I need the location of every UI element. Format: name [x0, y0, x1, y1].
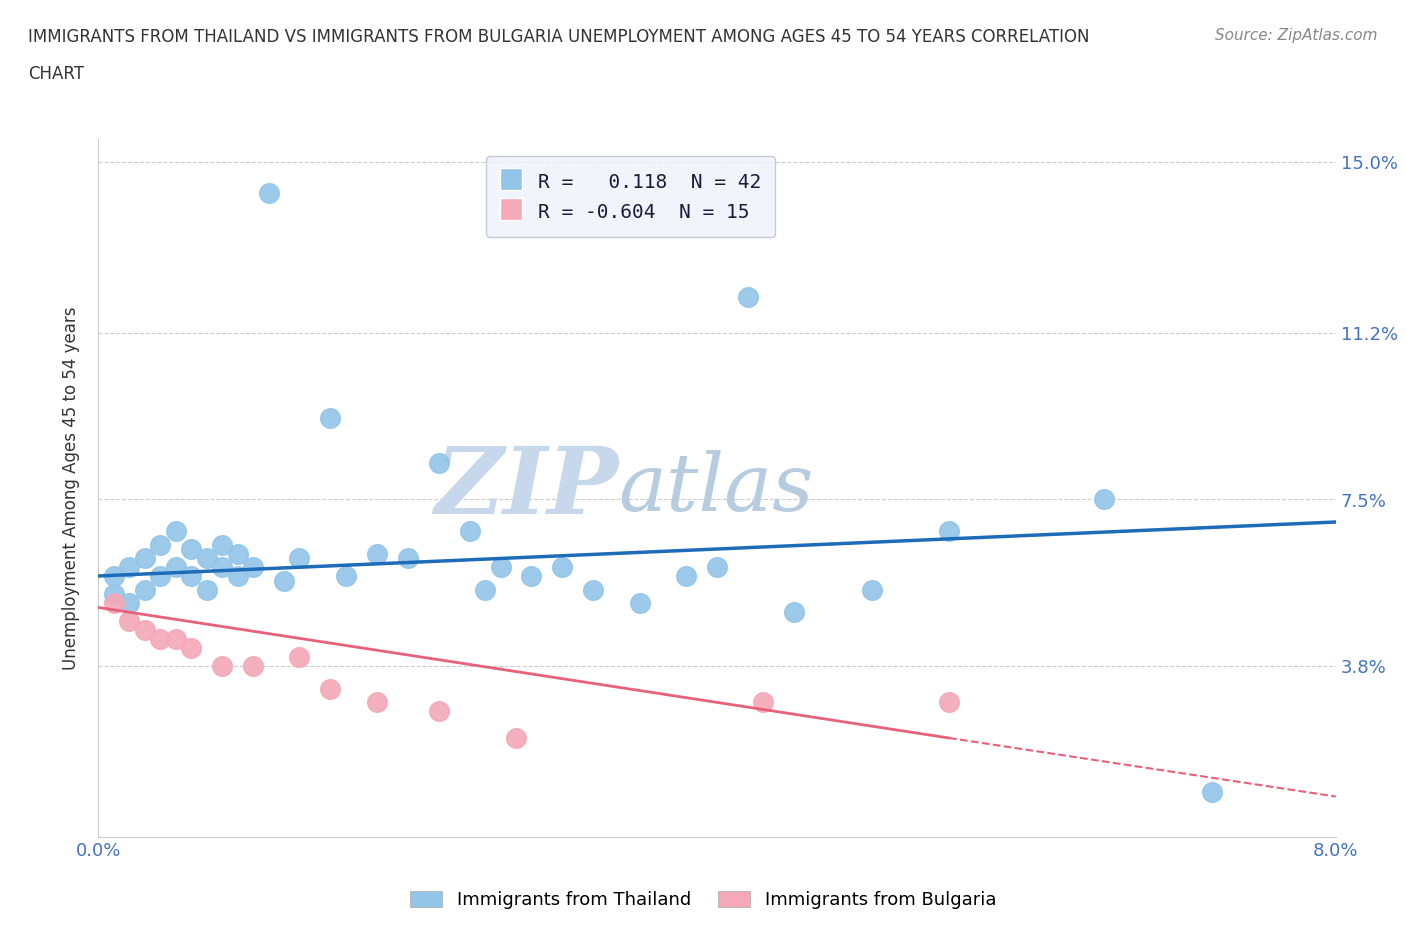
Point	[195, 582, 218, 597]
Point	[211, 658, 233, 673]
Point	[195, 551, 218, 565]
Point	[103, 587, 125, 602]
Point	[582, 582, 605, 597]
Point	[165, 631, 187, 646]
Text: atlas: atlas	[619, 449, 814, 527]
Point	[706, 560, 728, 575]
Point	[396, 551, 419, 565]
Text: IMMIGRANTS FROM THAILAND VS IMMIGRANTS FROM BULGARIA UNEMPLOYMENT AMONG AGES 45 : IMMIGRANTS FROM THAILAND VS IMMIGRANTS F…	[28, 28, 1090, 46]
Point	[103, 595, 125, 610]
Point	[134, 622, 156, 637]
Point	[134, 551, 156, 565]
Text: Source: ZipAtlas.com: Source: ZipAtlas.com	[1215, 28, 1378, 43]
Point	[211, 537, 233, 551]
Point	[149, 631, 172, 646]
Point	[860, 582, 883, 597]
Point	[165, 560, 187, 575]
Point	[319, 681, 342, 696]
Point	[149, 537, 172, 551]
Point	[335, 568, 357, 583]
Point	[366, 695, 388, 710]
Point	[288, 551, 311, 565]
Point	[319, 411, 342, 426]
Point	[1092, 492, 1115, 507]
Point	[366, 546, 388, 561]
Point	[551, 560, 574, 575]
Legend: Immigrants from Thailand, Immigrants from Bulgaria: Immigrants from Thailand, Immigrants fro…	[402, 884, 1004, 916]
Point	[489, 560, 512, 575]
Text: ZIP: ZIP	[434, 444, 619, 533]
Point	[134, 582, 156, 597]
Point	[165, 524, 187, 538]
Point	[938, 524, 960, 538]
Point	[427, 704, 450, 719]
Point	[675, 568, 697, 583]
Point	[628, 595, 651, 610]
Point	[118, 614, 141, 629]
Y-axis label: Unemployment Among Ages 45 to 54 years: Unemployment Among Ages 45 to 54 years	[62, 307, 80, 670]
Point	[938, 695, 960, 710]
Point	[180, 541, 202, 556]
Point	[737, 289, 759, 304]
Point	[180, 568, 202, 583]
Text: CHART: CHART	[28, 65, 84, 83]
Point	[458, 524, 481, 538]
Point	[226, 568, 249, 583]
Point	[118, 560, 141, 575]
Point	[103, 568, 125, 583]
Point	[783, 604, 806, 619]
Point	[273, 573, 295, 588]
Point	[474, 582, 496, 597]
Point	[1201, 785, 1223, 800]
Point	[752, 695, 775, 710]
Point	[520, 568, 543, 583]
Legend: R =   0.118  N = 42, R = -0.604  N = 15: R = 0.118 N = 42, R = -0.604 N = 15	[485, 156, 775, 237]
Point	[149, 568, 172, 583]
Point	[427, 456, 450, 471]
Point	[226, 546, 249, 561]
Point	[118, 595, 141, 610]
Point	[242, 560, 264, 575]
Point	[242, 658, 264, 673]
Point	[180, 641, 202, 656]
Point	[257, 186, 280, 201]
Point	[505, 731, 527, 746]
Point	[211, 560, 233, 575]
Point	[288, 649, 311, 664]
